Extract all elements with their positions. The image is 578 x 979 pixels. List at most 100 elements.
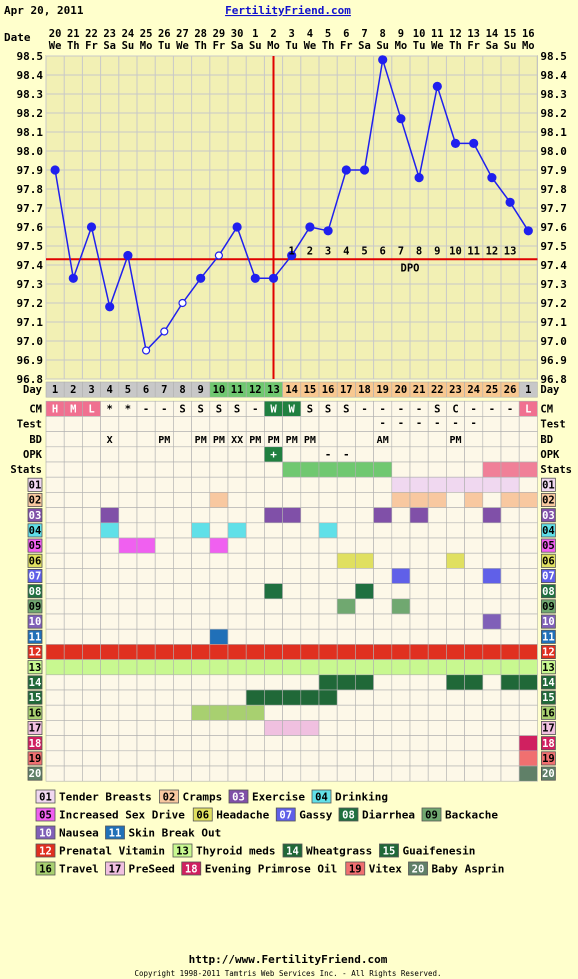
weekday-label: Fr bbox=[213, 40, 226, 52]
row-cell bbox=[355, 583, 374, 600]
weekday-label: We bbox=[431, 40, 444, 52]
cm-value: * bbox=[125, 403, 131, 415]
cm-value: S bbox=[216, 403, 222, 415]
row-cell bbox=[264, 537, 283, 554]
legend-swatch bbox=[35, 807, 56, 822]
y-tick-label-right: 98.2 bbox=[540, 107, 567, 120]
legend-swatch bbox=[282, 843, 303, 858]
row-cell bbox=[100, 583, 120, 600]
temperature-point bbox=[469, 138, 479, 148]
date-label: 24 bbox=[122, 28, 135, 40]
row-cell bbox=[82, 750, 101, 767]
temperature-point bbox=[341, 165, 351, 175]
row-cell bbox=[227, 735, 247, 752]
weekday-label: Mo bbox=[522, 40, 535, 52]
cycle-day: 9 bbox=[198, 384, 204, 396]
row-cell bbox=[409, 537, 429, 554]
test-value: - bbox=[434, 418, 440, 430]
row-cell bbox=[282, 552, 302, 569]
row-cell bbox=[336, 750, 356, 767]
temperature-point bbox=[142, 346, 151, 355]
row-cell bbox=[427, 674, 447, 691]
y-tick-label-left: 98.3 bbox=[17, 88, 44, 101]
row-cell bbox=[336, 461, 356, 478]
bd-value: PM bbox=[267, 435, 279, 446]
row-cell bbox=[63, 507, 83, 524]
row-cell bbox=[245, 720, 265, 736]
row-cell bbox=[373, 644, 393, 660]
row-cell bbox=[391, 613, 411, 630]
row-cell bbox=[173, 689, 192, 706]
row-cell bbox=[245, 476, 265, 493]
row-cell bbox=[191, 476, 211, 493]
row-cell bbox=[209, 507, 229, 524]
row-cell bbox=[300, 476, 320, 493]
row-cell bbox=[355, 476, 374, 493]
row-cell bbox=[336, 431, 356, 448]
row-cell bbox=[391, 492, 411, 508]
row-cell bbox=[282, 537, 302, 554]
row-cell bbox=[336, 765, 356, 782]
row-cell bbox=[118, 492, 138, 508]
row-cell bbox=[45, 416, 65, 432]
legend-label: Thyroid meds bbox=[196, 845, 275, 858]
row-cell bbox=[191, 750, 211, 767]
legend-swatch bbox=[311, 789, 332, 804]
row-cell bbox=[136, 568, 156, 584]
row-cell bbox=[446, 461, 465, 478]
row-cell bbox=[318, 522, 338, 539]
bd-value: PM bbox=[249, 435, 261, 446]
row-cell bbox=[82, 720, 101, 736]
row-cell bbox=[482, 613, 502, 630]
bd-value: PM bbox=[158, 435, 170, 446]
row-cell bbox=[464, 659, 484, 676]
cycle-day: 21 bbox=[413, 384, 426, 396]
row-cell bbox=[518, 507, 538, 524]
cycle-day: 22 bbox=[431, 384, 444, 396]
row-cell bbox=[500, 492, 520, 508]
row-cell bbox=[464, 431, 484, 448]
legend-code: 16 bbox=[39, 864, 52, 876]
row-label: 07 bbox=[29, 571, 42, 583]
row-label-right: Day bbox=[540, 384, 560, 396]
row-cell bbox=[318, 537, 338, 554]
row-cell bbox=[154, 750, 174, 767]
row-cell bbox=[500, 613, 520, 630]
row-label-right: 04 bbox=[542, 525, 555, 537]
row-cell bbox=[82, 628, 101, 645]
row-cell bbox=[282, 704, 302, 721]
legend-label: Guaifenesin bbox=[403, 845, 476, 858]
row-cell bbox=[264, 659, 283, 676]
row-cell bbox=[173, 476, 192, 493]
footer-url[interactable]: http://www.FertilityFriend.com bbox=[189, 953, 388, 966]
row-cell bbox=[446, 552, 465, 569]
row-cell bbox=[63, 613, 83, 630]
row-label: 04 bbox=[29, 525, 42, 537]
row-cell bbox=[191, 628, 211, 645]
row-cell bbox=[300, 689, 320, 706]
site-name[interactable]: FertilityFriend.com bbox=[225, 4, 351, 17]
row-cell bbox=[227, 583, 247, 600]
row-cell bbox=[336, 507, 356, 524]
row-cell bbox=[136, 689, 156, 706]
row-cell bbox=[391, 765, 411, 782]
row-cell bbox=[373, 750, 393, 767]
date-label: 15 bbox=[504, 28, 517, 40]
row-cell bbox=[118, 598, 138, 615]
row-cell bbox=[209, 628, 229, 645]
row-cell bbox=[446, 492, 465, 508]
row-cell bbox=[82, 583, 101, 600]
row-cell bbox=[282, 522, 302, 539]
row-cell bbox=[154, 644, 174, 660]
row-cell bbox=[82, 659, 101, 676]
y-tick-label-right: 98.5 bbox=[540, 50, 567, 63]
row-label-box-right bbox=[541, 508, 556, 523]
row-cell bbox=[464, 583, 484, 600]
row-cell bbox=[482, 659, 502, 676]
row-cell bbox=[391, 446, 411, 463]
temperature-point bbox=[123, 250, 133, 261]
row-cell bbox=[191, 583, 211, 600]
legend-swatch bbox=[275, 807, 296, 822]
date-label: 23 bbox=[103, 28, 116, 40]
